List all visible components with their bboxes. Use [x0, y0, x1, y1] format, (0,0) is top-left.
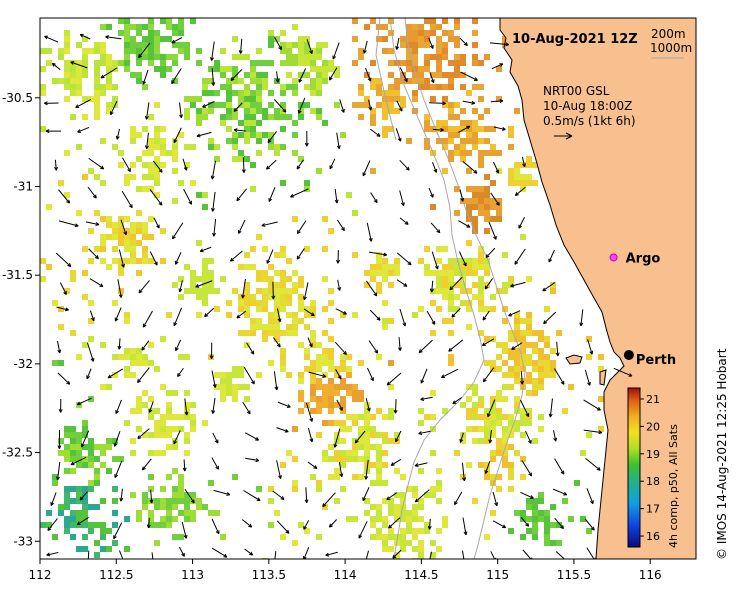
currents-legend-scale: 0.5m/s (1kt 6h): [543, 114, 636, 128]
depth-legend-1000m: 1000m: [650, 41, 692, 55]
currents-legend-source: NRT00 GSL: [543, 84, 610, 98]
colorbar-label: 4h comp, p50, All Sats: [667, 424, 680, 548]
y-tick-label: -32.5: [2, 446, 33, 460]
contour-1000m-b: [375, 18, 397, 141]
colorbar-tick-label: 20: [646, 420, 660, 433]
colorbar-ticks: 21 20 19 18 17 16: [640, 393, 660, 543]
colorbar-tick-label: 16: [646, 530, 660, 543]
y-tick-label: -30.5: [2, 91, 33, 105]
contour-200m: [404, 18, 526, 559]
sst-layer: [40, 18, 604, 559]
place-label: Perth: [636, 353, 676, 368]
map-title: 10-Aug-2021 12Z: [512, 32, 638, 47]
y-tick-label: -33: [13, 534, 33, 548]
argo-marker-icon: [609, 253, 618, 262]
land-western-australia: [499, 18, 696, 559]
x-tick-label: 113: [181, 568, 204, 582]
current-vectors: [44, 33, 633, 559]
x-tick-label: 114: [334, 568, 357, 582]
place-perth: Perth: [623, 350, 676, 368]
y-tick-label: -32: [13, 357, 33, 371]
place-label: Argo: [626, 251, 661, 266]
colorbar-tick-label: 18: [646, 475, 660, 488]
place-argo: Argo: [609, 251, 661, 266]
x-tick-label: 112.5: [99, 568, 133, 582]
x-tick-label: 112: [29, 568, 52, 582]
x-axis: 112 112.5 113 113.5 114 114.5 115 115.5 116: [29, 559, 662, 582]
x-tick-label: 113.5: [252, 568, 286, 582]
contour-1000m: [389, 18, 485, 559]
y-tick-label: -31.5: [2, 268, 33, 282]
x-tick-label: 116: [639, 568, 662, 582]
x-tick-label: 114.5: [404, 568, 438, 582]
credit-text: © IMOS 14-Aug-2021 12:25 Hobart: [715, 348, 729, 560]
x-tick-label: 115.5: [557, 568, 591, 582]
y-axis: -30.5 -31 -31.5 -32 -32.5 -33: [2, 91, 40, 548]
colorbar-tick-label: 21: [646, 393, 660, 406]
y-tick-label: -31: [13, 180, 33, 194]
plot-frame: [39, 17, 697, 560]
currents-legend-time: 10-Aug 18:00Z: [543, 99, 632, 113]
x-tick-label: 115: [486, 568, 509, 582]
currents-legend-arrow: [554, 132, 573, 140]
colorbar: [627, 387, 641, 548]
colorbar-tick-label: 19: [646, 448, 660, 461]
garden-island: [599, 369, 607, 386]
colorbar-tick-label: 17: [646, 503, 660, 516]
rottnest-island: [565, 354, 583, 365]
city-marker-icon: [623, 350, 634, 361]
depth-legend-200m: 200m: [651, 27, 686, 41]
